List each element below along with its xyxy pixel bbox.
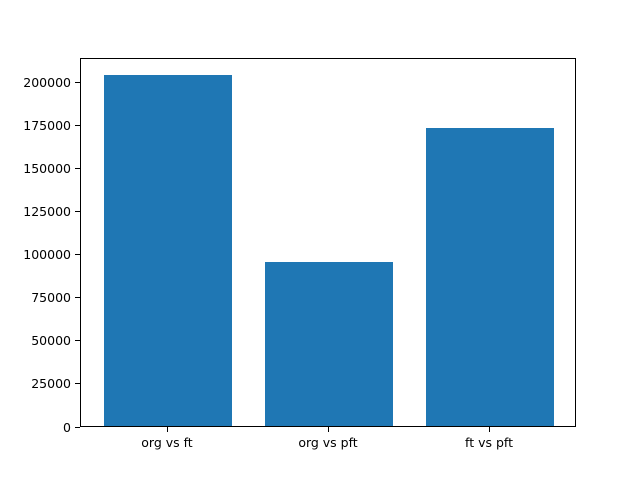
y-tick-label: 100000: [23, 247, 71, 263]
y-tick-label: 150000: [23, 161, 71, 177]
y-tick-mark: [75, 340, 80, 342]
y-tick-mark: [75, 211, 80, 213]
x-tick-mark: [166, 427, 168, 432]
y-tick-mark: [75, 254, 80, 256]
x-tick-mark: [488, 427, 490, 432]
y-tick-mark: [75, 426, 80, 428]
y-tick-mark: [75, 297, 80, 299]
bar-ft-vs-pft: [425, 128, 555, 426]
y-tick-mark: [75, 125, 80, 126]
axes: [80, 58, 576, 427]
bar-org-vs-ft: [103, 74, 233, 426]
x-tick-mark: [327, 427, 329, 432]
y-tick-label: 50000: [31, 333, 71, 349]
y-tick-label: 200000: [23, 75, 71, 90]
y-tick-label: 25000: [31, 376, 71, 392]
y-tick-mark: [75, 383, 80, 385]
y-tick-label: 175000: [23, 118, 71, 133]
x-tick-label: org vs pft: [298, 435, 358, 450]
y-tick-mark: [75, 82, 80, 83]
bar-org-vs-pft: [264, 262, 394, 426]
x-tick-label: ft vs pft: [465, 435, 513, 450]
y-tick-label: 0: [63, 419, 71, 435]
y-tick-label: 75000: [31, 290, 71, 306]
y-tick-label: 125000: [23, 204, 71, 220]
x-tick-label: org vs ft: [141, 435, 193, 450]
y-tick-mark: [75, 168, 80, 170]
